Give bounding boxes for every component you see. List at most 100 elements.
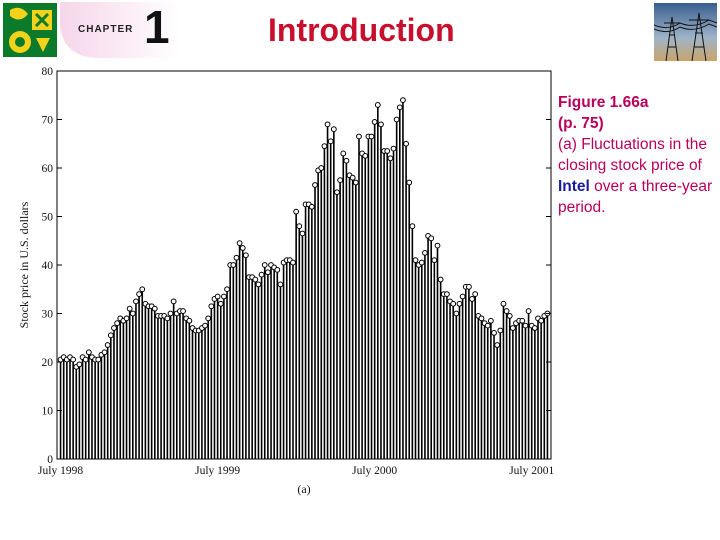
bar-marker [104, 342, 111, 348]
bar-marker [334, 189, 340, 196]
bar-marker [459, 293, 466, 300]
bar-marker [390, 145, 397, 152]
bar-marker [387, 155, 394, 162]
bar-marker [123, 315, 130, 322]
bar-marker [258, 271, 265, 278]
chapter-tab-shape [60, 2, 180, 58]
bar-marker [487, 317, 494, 324]
bar-marker [208, 303, 215, 310]
y-tick-label: 50 [42, 212, 54, 224]
y-tick-label: 70 [42, 115, 54, 127]
bar-marker [434, 242, 441, 249]
bar-marker [274, 266, 281, 273]
bar-marker [133, 298, 139, 305]
bar-marker [330, 126, 337, 133]
bar-marker [406, 179, 413, 186]
bar-marker [519, 317, 526, 324]
bar-marker [509, 325, 516, 331]
bar-marker [111, 325, 117, 331]
bar-marker [371, 119, 378, 125]
bar-marker [384, 148, 391, 154]
chapter-label: CHAPTER [78, 24, 134, 35]
bar-marker [393, 116, 400, 123]
bar-marker [450, 300, 457, 307]
figure-caption: Figure 1.66a (p. 75) (a) Fluctuations in… [558, 92, 716, 218]
page-title: Introduction [268, 12, 455, 48]
bar-marker [497, 327, 504, 334]
panel-label: (a) [297, 482, 310, 496]
bar-marker [349, 174, 356, 181]
y-tick-label: 30 [42, 309, 54, 321]
chapter-number: 1 [144, 1, 170, 53]
bar-marker [255, 281, 262, 288]
bar-marker [321, 143, 328, 150]
bar-marker [484, 322, 491, 329]
bar-marker [277, 281, 284, 288]
bar-marker [343, 157, 350, 164]
bar-marker [136, 291, 142, 298]
bar-marker [444, 291, 450, 298]
bar-marker [221, 293, 227, 300]
y-tick-label: 0 [47, 454, 53, 466]
bar-marker [453, 310, 460, 317]
bar-marker [400, 97, 406, 103]
university-logo-icon [3, 3, 57, 57]
caption-highlight: Intel [558, 178, 590, 195]
bar-marker [324, 121, 331, 128]
y-tick-label: 20 [42, 357, 54, 369]
bar-marker [352, 179, 359, 186]
bar-marker [312, 182, 318, 188]
bar-marker [233, 254, 240, 261]
y-tick-label: 80 [42, 66, 54, 78]
bar-marker [129, 310, 136, 317]
bar-marker [224, 286, 230, 293]
bar-marker [327, 138, 334, 145]
bar-marker [396, 104, 403, 111]
bar-marker [456, 300, 463, 307]
bar-marker [409, 223, 416, 230]
bar-marker [525, 308, 532, 314]
x-tick-label: July 1998 [38, 465, 83, 477]
caption-text-after: over a three-year period. [558, 178, 713, 216]
bar-marker [500, 300, 507, 307]
bar-marker [290, 259, 296, 266]
y-tick-label: 40 [42, 260, 54, 272]
bar-marker [503, 308, 510, 314]
bar-marker [491, 330, 497, 336]
bar-marker [202, 322, 208, 329]
bar-marker [403, 140, 409, 147]
bar-marker [242, 252, 249, 259]
stock-price-chart: 0 10 20 30 40 50 60 70 80 July 1998 July 1999 July … [17, 66, 554, 496]
x-tick-label: July 1999 [195, 465, 240, 477]
bar-marker [186, 317, 193, 324]
bar-marker [469, 296, 475, 302]
bar-marker [437, 276, 444, 283]
caption-text-before: (a) Fluctuations in the closing stock pr… [558, 136, 708, 174]
bar-marker [296, 223, 303, 230]
bar-marker [531, 325, 538, 331]
bar-marker [236, 240, 243, 247]
bar-marker [239, 245, 246, 251]
bar-marker [76, 361, 83, 368]
bar-marker [151, 305, 158, 312]
bar-marker [494, 342, 501, 348]
bar-marker [114, 320, 121, 327]
bar-marker [478, 315, 485, 322]
bar-marker [538, 317, 545, 324]
x-tick-label: July 2001 [509, 465, 554, 477]
bar-marker [431, 257, 438, 264]
caption-heading: Figure 1.66a [558, 94, 649, 111]
bar-marker [82, 356, 89, 363]
bar-marker [230, 262, 237, 268]
bar-marker [101, 349, 108, 356]
bar-marker [264, 269, 271, 276]
bar-marker [299, 230, 306, 237]
bar-marker [164, 315, 171, 322]
bar-marker [428, 235, 435, 242]
bar-marker [378, 121, 384, 128]
bar-marker [374, 102, 381, 108]
bar-marker [422, 249, 428, 256]
bar-marker [167, 310, 174, 317]
bar-marker [466, 283, 472, 290]
bar-marker [318, 165, 325, 171]
